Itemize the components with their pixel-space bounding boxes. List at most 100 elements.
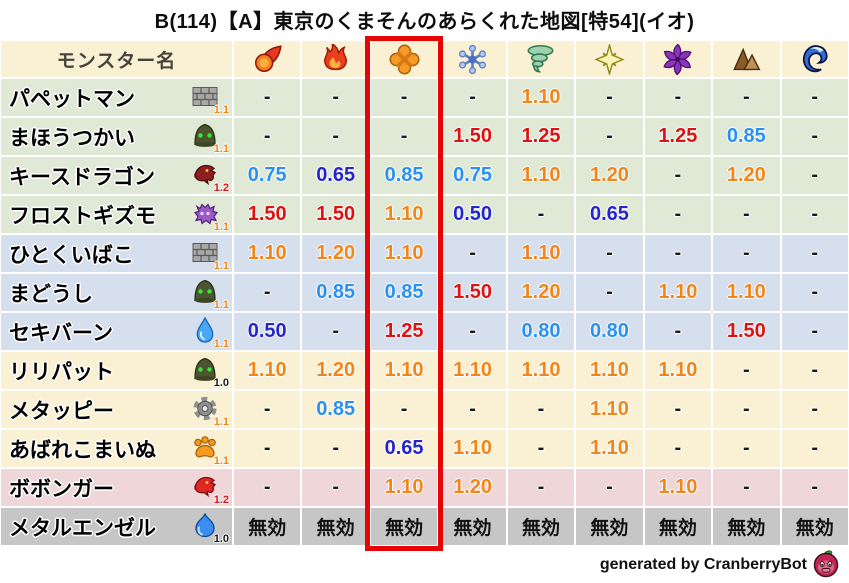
value-cell: 0.85 xyxy=(301,273,370,312)
value-cell: - xyxy=(233,390,302,429)
value-cell: 無効 xyxy=(712,507,781,546)
resistance-value: 0.65 xyxy=(589,203,629,225)
resistance-value: 1.10 xyxy=(521,86,561,108)
resistance-value: 0.85 xyxy=(384,281,424,303)
value-cell: - xyxy=(643,156,713,195)
value-cell: - xyxy=(780,234,849,273)
resistance-value: 無効 xyxy=(795,518,834,539)
rate-badge: 1.1 xyxy=(213,416,229,428)
resistance-value: - xyxy=(332,437,339,459)
value-cell: - xyxy=(780,312,849,351)
water-drop-icon xyxy=(191,317,219,344)
value-cell: 1.10 xyxy=(506,156,576,195)
column-header-element xyxy=(233,40,302,78)
value-cell: 0.85 xyxy=(369,156,439,195)
resistance-value: 1.25 xyxy=(658,125,698,147)
resistance-value: - xyxy=(674,242,682,264)
resistance-value: 1.10 xyxy=(521,359,561,381)
resistance-value: 1.50 xyxy=(453,281,493,303)
column-header-monster-name: モンスター名 xyxy=(0,40,233,78)
resistance-value: - xyxy=(742,203,750,225)
resistance-value: - xyxy=(469,242,476,264)
monster-name-cell: リリパット 1.0 xyxy=(0,351,233,390)
value-cell: - xyxy=(643,429,713,468)
gizmo-icon xyxy=(191,200,219,227)
pinwheel-icon xyxy=(662,43,693,75)
monster-name-cell: まほうつかい 1.1 xyxy=(0,117,233,156)
resistance-value: 1.10 xyxy=(247,359,287,381)
resistance-value: - xyxy=(332,320,339,342)
value-cell: 1.10 xyxy=(575,351,644,390)
resistance-value: - xyxy=(811,476,819,498)
value-cell: - xyxy=(369,78,439,117)
resistance-value: 無効 xyxy=(727,518,766,539)
resistance-value: 1.10 xyxy=(589,398,629,420)
value-cell: - xyxy=(438,78,507,117)
value-cell: 無効 xyxy=(643,507,713,546)
value-cell: - xyxy=(301,468,370,507)
resistance-value: 1.50 xyxy=(726,320,766,342)
value-cell: 1.10 xyxy=(643,468,713,507)
rate-badge: 1.1 xyxy=(213,299,229,311)
value-cell: - xyxy=(575,273,644,312)
resistance-value: - xyxy=(606,125,613,147)
resistance-value: - xyxy=(811,125,819,147)
value-cell: 0.80 xyxy=(506,312,576,351)
value-cell: - xyxy=(780,390,849,429)
monster-name-cell: あばれこまいぬ 1.1 xyxy=(0,429,233,468)
value-cell: 1.10 xyxy=(233,234,302,273)
resistance-value: 1.20 xyxy=(453,476,493,498)
value-cell: 1.10 xyxy=(643,273,713,312)
value-cell: - xyxy=(712,195,781,234)
value-cell: 1.50 xyxy=(712,312,781,351)
resistance-value: - xyxy=(606,86,613,108)
value-cell: - xyxy=(301,117,370,156)
resistance-value: - xyxy=(537,476,545,498)
monster-name-cell: まどうし 1.1 xyxy=(0,273,233,312)
resistance-value: 1.50 xyxy=(247,203,287,225)
resistance-value: - xyxy=(606,281,613,303)
column-header-element xyxy=(575,40,644,78)
value-cell: - xyxy=(506,468,576,507)
value-cell: 0.65 xyxy=(575,195,644,234)
resistance-value: - xyxy=(263,86,271,108)
resistance-value: 1.50 xyxy=(316,203,356,225)
monster-name: キースドラゴン xyxy=(9,165,155,189)
resistance-value: 1.10 xyxy=(589,437,629,459)
monster-name-cell: パペットマン 1.1 xyxy=(0,78,233,117)
value-cell: - xyxy=(643,234,713,273)
hood-icon xyxy=(191,278,219,305)
resistance-value: 1.10 xyxy=(521,242,561,264)
resistance-value: 1.10 xyxy=(726,281,766,303)
resistance-value: 1.10 xyxy=(453,437,493,459)
resistance-value: - xyxy=(674,320,682,342)
resistance-value: - xyxy=(537,437,545,459)
resistance-value: 0.80 xyxy=(589,320,629,342)
resistance-value: - xyxy=(674,437,682,459)
value-cell: - xyxy=(233,468,302,507)
value-cell: - xyxy=(780,195,849,234)
value-cell: 1.20 xyxy=(438,468,507,507)
value-cell: 0.75 xyxy=(438,156,507,195)
monster-name-cell: ボボンガー 1.2 xyxy=(0,468,233,507)
resistance-value: 1.20 xyxy=(316,359,356,381)
value-cell: 1.10 xyxy=(575,390,644,429)
value-cell: - xyxy=(712,390,781,429)
resistance-value: 0.65 xyxy=(316,164,356,186)
monster-name: メタルエンゼル xyxy=(9,516,156,540)
rate-badge: 1.1 xyxy=(213,143,229,155)
value-cell: 無効 xyxy=(369,507,439,546)
value-cell: 1.10 xyxy=(369,195,439,234)
resistance-table: モンスター名 パペットマン 1.1 - - - - 1.10 - - - - まほうつかい 1.1 - - - 1… xyxy=(0,36,849,551)
resistance-value: - xyxy=(332,476,339,498)
flame-icon xyxy=(320,43,351,75)
resistance-value: - xyxy=(811,242,819,264)
resistance-value: 1.10 xyxy=(384,359,424,381)
resistance-value: 1.10 xyxy=(384,476,424,498)
rate-badge: 1.2 xyxy=(213,182,229,194)
resistance-value: - xyxy=(674,203,682,225)
value-cell: 1.10 xyxy=(643,351,713,390)
monster-name: ひとくいばこ xyxy=(9,243,134,267)
dragon-bright-icon xyxy=(191,473,219,500)
